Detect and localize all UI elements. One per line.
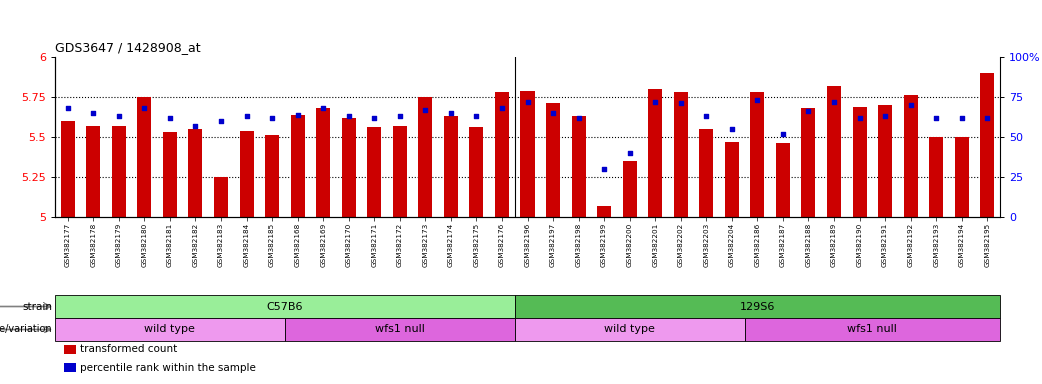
Text: strain: strain	[22, 301, 52, 311]
Bar	[597, 206, 612, 217]
Bar	[65, 363, 76, 372]
Bar	[981, 73, 994, 217]
Text: genotype/variation: genotype/variation	[0, 324, 52, 334]
Bar	[801, 108, 816, 217]
Point	[519, 99, 536, 105]
Point	[59, 105, 76, 111]
Bar	[903, 95, 918, 217]
Point	[698, 113, 715, 119]
Point	[876, 113, 893, 119]
Bar	[725, 142, 739, 217]
Bar	[929, 137, 943, 217]
Point	[366, 115, 382, 121]
Bar	[878, 105, 892, 217]
Bar	[623, 161, 637, 217]
Point	[392, 113, 408, 119]
Point	[264, 115, 280, 121]
Point	[443, 110, 460, 116]
Text: transformed count: transformed count	[79, 344, 177, 354]
Point	[774, 131, 791, 137]
Bar	[291, 114, 304, 217]
Bar	[316, 108, 330, 217]
Bar	[852, 107, 867, 217]
Bar	[189, 129, 202, 217]
Point	[137, 105, 153, 111]
Bar	[520, 91, 535, 217]
Point	[341, 113, 357, 119]
Point	[468, 113, 485, 119]
Bar	[214, 177, 228, 217]
Point	[162, 115, 178, 121]
Bar	[745, 318, 1000, 341]
Bar	[163, 132, 177, 217]
Text: wild type: wild type	[604, 324, 655, 334]
Point	[85, 110, 102, 116]
Bar	[55, 295, 515, 318]
Bar	[60, 121, 75, 217]
Point	[596, 166, 613, 172]
Point	[825, 99, 842, 105]
Point	[953, 115, 970, 121]
Point	[188, 123, 204, 129]
Bar	[674, 92, 688, 217]
Bar	[444, 116, 457, 217]
Bar	[648, 89, 663, 217]
Bar	[954, 137, 969, 217]
Text: wild type: wild type	[145, 324, 195, 334]
Point	[110, 113, 127, 119]
Point	[239, 113, 255, 119]
Bar	[469, 127, 483, 217]
Point	[902, 102, 919, 108]
Bar	[699, 129, 714, 217]
Text: GDS3647 / 1428908_at: GDS3647 / 1428908_at	[55, 41, 201, 54]
Bar	[495, 92, 508, 217]
Bar	[138, 97, 151, 217]
Point	[417, 107, 433, 113]
Bar	[342, 118, 355, 217]
Point	[315, 105, 331, 111]
Point	[647, 99, 664, 105]
Point	[723, 126, 740, 132]
Bar	[572, 116, 586, 217]
Text: wfs1 null: wfs1 null	[847, 324, 897, 334]
Point	[494, 105, 511, 111]
Text: wfs1 null: wfs1 null	[375, 324, 425, 334]
Point	[749, 97, 766, 103]
Bar	[240, 131, 253, 217]
Bar	[55, 318, 284, 341]
Bar	[284, 318, 515, 341]
Text: percentile rank within the sample: percentile rank within the sample	[79, 362, 255, 372]
Bar	[546, 103, 560, 217]
Point	[545, 110, 562, 116]
Bar	[776, 143, 790, 217]
Bar	[65, 344, 76, 354]
Bar	[515, 295, 1000, 318]
Bar	[265, 136, 279, 217]
Point	[290, 111, 306, 118]
Bar	[750, 92, 765, 217]
Point	[621, 150, 638, 156]
Bar	[827, 86, 841, 217]
Bar	[515, 318, 745, 341]
Point	[800, 108, 817, 114]
Bar	[111, 126, 126, 217]
Bar	[418, 97, 432, 217]
Bar	[367, 127, 381, 217]
Point	[672, 100, 689, 106]
Point	[978, 115, 995, 121]
Bar	[86, 126, 100, 217]
Point	[213, 118, 229, 124]
Point	[927, 115, 944, 121]
Bar	[393, 126, 406, 217]
Point	[570, 115, 587, 121]
Text: 129S6: 129S6	[740, 301, 775, 311]
Text: C57B6: C57B6	[267, 301, 303, 311]
Point	[851, 115, 868, 121]
